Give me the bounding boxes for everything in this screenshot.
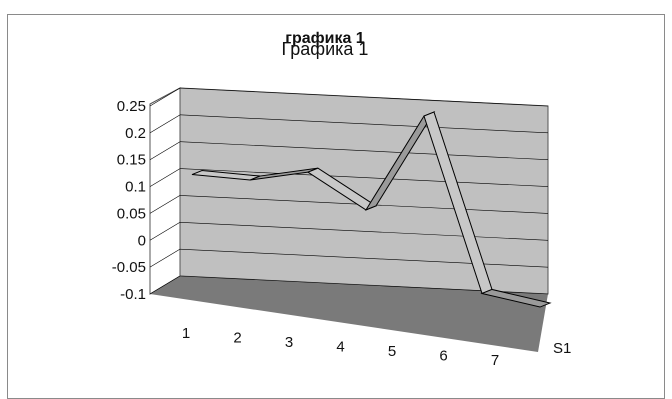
gridline-side (149, 248, 181, 268)
chart-title-overlay: графика 1 (285, 30, 365, 47)
y-tick-label: 0 (138, 232, 146, 249)
gridline-side (149, 114, 181, 134)
y-tick-label: 0.15 (117, 152, 146, 169)
chart-title: Графика 1 (282, 39, 369, 59)
x-tick-label: 7 (491, 352, 499, 369)
y-tick-label: 0.05 (117, 205, 146, 222)
x-tick-label: 6 (439, 348, 447, 365)
y-tick-label: 0.2 (125, 125, 146, 142)
gridlines (149, 87, 549, 295)
gridline (179, 248, 549, 268)
gridline-side (149, 141, 181, 160)
side-wall (149, 87, 181, 295)
gridline (179, 141, 549, 161)
gridline-side (149, 168, 181, 187)
y-tick-label: 0.1 (125, 179, 146, 196)
y-tick-label: -0.05 (112, 259, 146, 276)
gridline-side (149, 222, 181, 241)
y-tick-label: -0.1 (120, 286, 146, 303)
gridline (179, 221, 549, 241)
x-tick-label: 3 (285, 334, 293, 351)
gridline (179, 87, 549, 107)
gridline-side (149, 195, 181, 214)
gridline-side (149, 275, 181, 295)
gridline (179, 114, 549, 134)
x-tick-label: 1 (182, 325, 190, 342)
back-wall (179, 87, 549, 295)
y-tick-label: 0.25 (117, 98, 146, 115)
series-label-s1: S1 (553, 340, 571, 357)
gridline-side (149, 87, 181, 107)
x-tick-label: 4 (336, 339, 344, 356)
x-tick-label: 5 (388, 343, 396, 360)
y-axis-ticks: 0.25 0.2 0.15 0.1 0.05 0 -0.05 -0.1 (112, 98, 146, 303)
x-tick-label: 2 (233, 330, 241, 347)
series-segment (480, 288, 552, 308)
gridline (179, 168, 549, 187)
floor (150, 276, 548, 352)
x-axis-ticks: 1 2 3 4 5 6 7 (182, 325, 499, 369)
series-s1-ribbon (191, 111, 552, 308)
